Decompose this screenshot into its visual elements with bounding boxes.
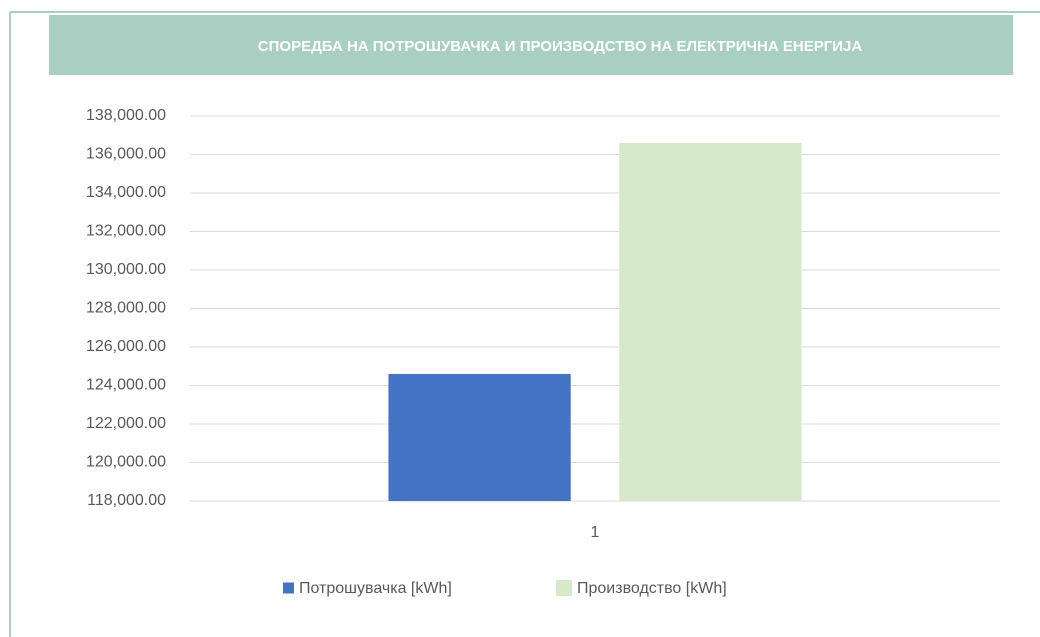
y-tick-label: 134,000.00 [86,184,166,201]
legend-swatch [556,580,572,596]
y-tick-label: 122,000.00 [86,415,166,432]
y-tick-label: 132,000.00 [86,223,166,240]
legend-swatch [283,582,294,594]
y-tick-label: 138,000.00 [86,107,166,124]
title-banner [49,15,1013,75]
y-tick-label: 118,000.00 [87,492,166,509]
y-tick-label: 136,000.00 [86,146,166,163]
bar [619,142,802,501]
y-tick-label: 130,000.00 [86,261,166,278]
legend-label: Производство [kWh] [577,580,727,597]
y-tick-label: 120,000.00 [86,454,166,471]
y-tick-label: 128,000.00 [86,300,166,317]
y-tick-label: 124,000.00 [86,377,166,394]
x-tick-label: 1 [591,524,600,541]
bar [388,373,571,501]
legend-label: Потрошувачка [kWh] [299,580,452,597]
chart-title: СПОРЕДБА НА ПОТРОШУВАЧКА И ПРОИЗВОДСТВО … [258,38,863,55]
y-tick-label: 126,000.00 [86,338,166,355]
